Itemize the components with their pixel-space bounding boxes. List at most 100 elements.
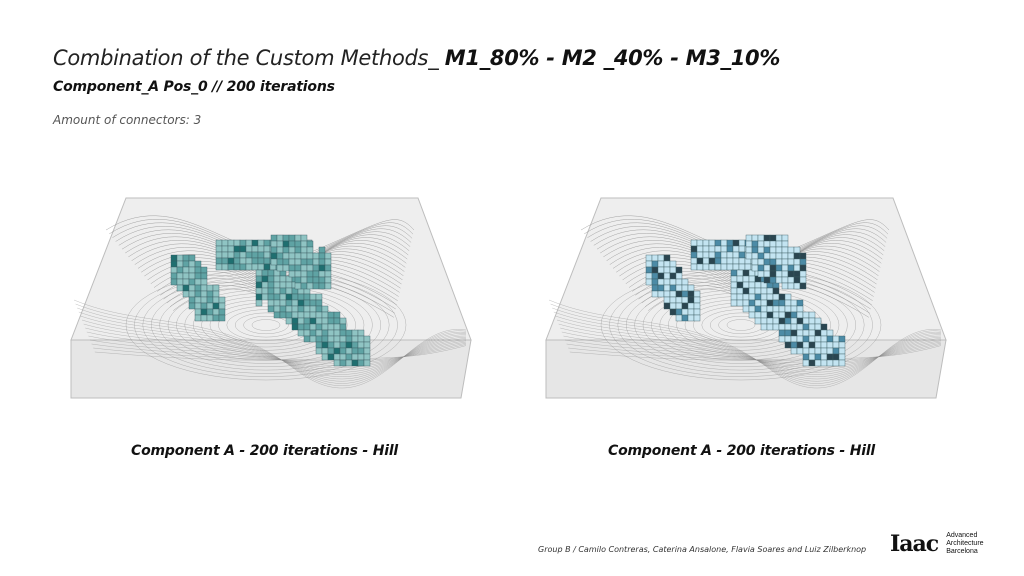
voxel	[714, 239, 722, 247]
voxel	[781, 270, 789, 278]
voxel	[730, 293, 738, 301]
voxel	[675, 278, 683, 286]
voxel	[696, 245, 704, 253]
contour-ring	[251, 319, 281, 331]
voxel	[273, 311, 281, 319]
voxel	[838, 347, 846, 355]
voxel	[309, 323, 317, 331]
contour-line	[78, 311, 467, 382]
voxel	[300, 276, 308, 284]
voxel	[306, 258, 314, 266]
voxel	[188, 272, 196, 280]
voxel	[754, 311, 762, 319]
voxel	[227, 251, 235, 259]
voxel	[345, 329, 353, 337]
voxel	[212, 284, 220, 292]
voxel	[775, 240, 783, 248]
voxel	[288, 258, 296, 266]
voxel	[793, 264, 801, 272]
voxel	[645, 278, 653, 286]
voxel	[778, 323, 786, 331]
voxel	[321, 335, 329, 343]
voxel	[738, 239, 746, 247]
voxel	[702, 263, 710, 271]
voxel	[263, 245, 271, 253]
voxel	[321, 341, 329, 349]
voxel	[297, 311, 305, 319]
voxel	[282, 258, 290, 266]
logo-text: Advanced Architecture Barcelona	[946, 532, 983, 556]
voxel	[212, 296, 220, 304]
voxel	[832, 359, 840, 367]
voxel	[194, 266, 202, 274]
voxel	[808, 335, 816, 343]
voxel	[784, 293, 792, 301]
voxel	[657, 266, 665, 274]
voxel	[696, 263, 704, 271]
voxel	[291, 311, 299, 319]
voxel	[772, 299, 780, 307]
voxel	[170, 272, 178, 280]
voxel	[714, 263, 722, 271]
contour-line	[555, 315, 942, 380]
voxel	[730, 275, 738, 283]
voxel	[276, 246, 284, 254]
voxel	[285, 293, 293, 301]
voxel	[663, 266, 671, 274]
voxel	[663, 278, 671, 286]
contour-line	[85, 327, 467, 373]
voxel	[814, 329, 822, 337]
contour-line	[553, 311, 942, 382]
voxel	[796, 317, 804, 325]
voxel	[663, 254, 671, 262]
voxel	[793, 282, 801, 290]
voxel	[796, 323, 804, 331]
voxel	[315, 347, 323, 355]
voxel	[814, 341, 822, 349]
voxel	[212, 302, 220, 310]
voxel	[730, 269, 738, 277]
voxel	[176, 260, 184, 268]
voxel	[730, 281, 738, 289]
voxel	[645, 272, 653, 280]
voxel	[736, 275, 744, 283]
voxel	[333, 359, 341, 367]
voxel	[321, 329, 329, 337]
voxel	[645, 260, 653, 268]
voxel	[687, 314, 695, 322]
logo-mark: Iaac	[890, 531, 939, 557]
voxel	[787, 270, 795, 278]
voxel	[327, 341, 335, 349]
voxel	[315, 305, 323, 313]
voxel	[651, 278, 659, 286]
voxel	[808, 317, 816, 325]
voxel	[736, 287, 744, 295]
voxel	[318, 270, 326, 278]
voxel	[832, 353, 840, 361]
voxel	[245, 239, 253, 247]
credits: Group B / Camilo Contreras, Caterina Ans…	[538, 545, 867, 554]
voxel	[333, 311, 341, 319]
voxel	[221, 263, 229, 271]
voxel	[200, 314, 208, 322]
voxel	[799, 258, 807, 266]
voxel	[294, 240, 302, 248]
voxel	[784, 305, 792, 313]
voxel	[675, 266, 683, 274]
voxel	[267, 269, 275, 277]
voxel	[778, 311, 786, 319]
voxel	[760, 317, 768, 325]
voxel	[188, 284, 196, 292]
voxel	[802, 347, 810, 355]
voxel	[206, 308, 214, 316]
voxel	[748, 275, 756, 283]
voxel	[363, 359, 371, 367]
voxel	[215, 257, 223, 265]
voxel	[303, 299, 311, 307]
voxel	[288, 252, 296, 260]
voxel	[315, 293, 323, 301]
terrain-render-left	[70, 197, 472, 399]
voxel	[321, 305, 329, 313]
voxel	[732, 239, 740, 247]
voxel	[657, 272, 665, 280]
